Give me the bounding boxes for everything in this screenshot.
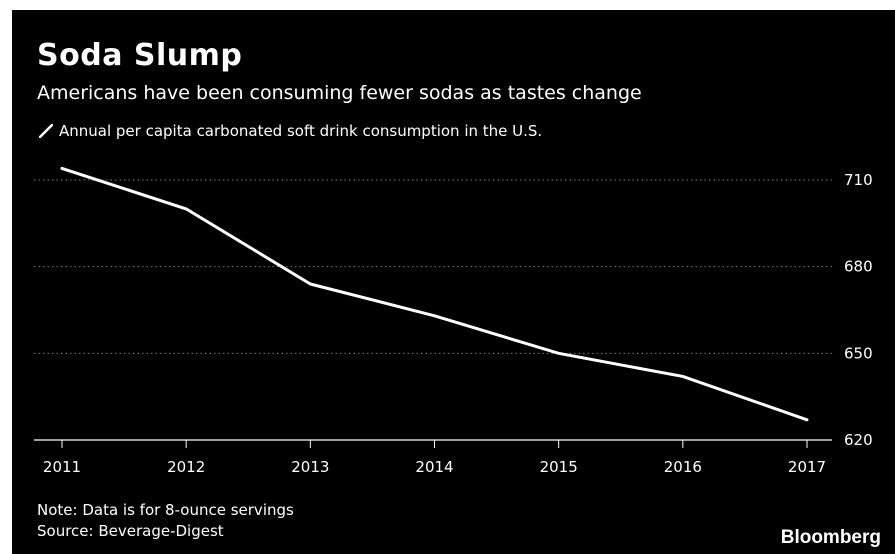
chart-subtitle: Americans have been consuming fewer soda… bbox=[37, 82, 642, 104]
footnote: Note: Data is for 8-ounce servings bbox=[37, 501, 294, 519]
legend: Annual per capita carbonated soft drink … bbox=[39, 122, 542, 140]
x-tick-label: 2012 bbox=[167, 458, 205, 476]
y-tick-label: 650 bbox=[844, 344, 873, 362]
x-tick-label: 2011 bbox=[43, 458, 81, 476]
x-tick-label: 2016 bbox=[664, 458, 702, 476]
legend-label: Annual per capita carbonated soft drink … bbox=[59, 122, 543, 140]
source-note: Source: Beverage-Digest bbox=[37, 522, 224, 540]
chart-card: Soda Slump Americans have been consuming… bbox=[12, 10, 895, 554]
x-tick-label: 2014 bbox=[415, 458, 453, 476]
x-tick-label: 2015 bbox=[540, 458, 578, 476]
y-tick-label: 680 bbox=[844, 258, 873, 276]
y-tick-label: 620 bbox=[844, 431, 873, 449]
x-tick-label: 2013 bbox=[291, 458, 329, 476]
bloomberg-logo: Bloomberg bbox=[780, 527, 881, 548]
chart-title: Soda Slump bbox=[37, 38, 243, 73]
series-line bbox=[60, 166, 809, 422]
line-chart: 620 650 680 710 2011 2012 2013 2014 2015 2016 2017 bbox=[34, 166, 873, 476]
legend-line-icon bbox=[39, 124, 53, 138]
x-tick-label: 2017 bbox=[788, 458, 826, 476]
y-tick-label: 710 bbox=[844, 171, 873, 189]
